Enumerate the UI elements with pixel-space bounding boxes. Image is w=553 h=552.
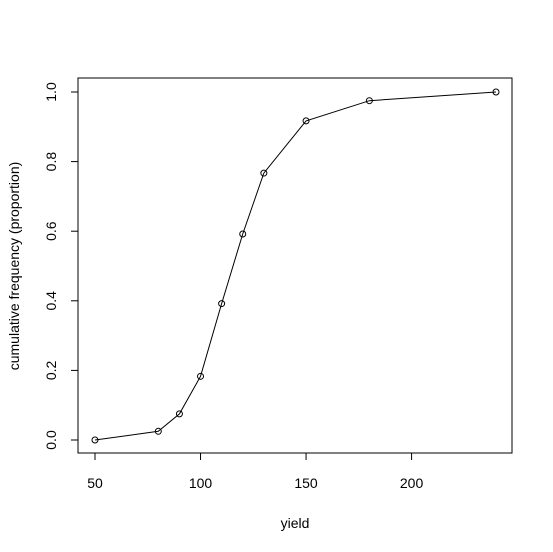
y-tick-label: 0.4 <box>43 291 59 311</box>
series-line <box>94 91 497 441</box>
y-tick-label: 0.6 <box>43 221 59 241</box>
y-tick-label: 1.0 <box>43 82 59 102</box>
series-layer <box>91 88 500 444</box>
data-point <box>365 97 373 105</box>
data-point <box>175 410 183 418</box>
x-tick-label: 200 <box>400 475 424 491</box>
data-point <box>154 427 162 435</box>
y-tick-label: 0.2 <box>43 360 59 380</box>
x-axis: 50 100 150 200 <box>87 452 424 491</box>
data-point <box>197 372 205 380</box>
data-point <box>91 436 99 444</box>
y-tick-label: 0.8 <box>43 152 59 172</box>
data-point <box>492 88 500 96</box>
data-point <box>218 300 226 308</box>
y-axis-title: cumulative frequency (proportion) <box>6 162 22 371</box>
x-tick-label: 150 <box>294 475 318 491</box>
data-point <box>239 230 247 238</box>
x-axis-title: yield <box>281 515 310 531</box>
x-tick-label: 100 <box>189 475 213 491</box>
data-point <box>302 117 310 125</box>
data-point <box>260 169 268 177</box>
y-tick-label: 0.0 <box>43 430 59 450</box>
x-tick-label: 50 <box>87 475 103 491</box>
y-axis: 0.0 0.2 0.4 0.6 0.8 1.0 <box>43 82 79 450</box>
